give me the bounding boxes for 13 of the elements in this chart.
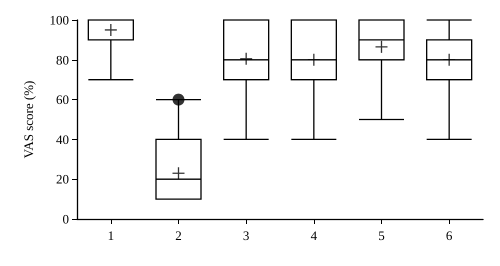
x-tick-label: 5 — [378, 228, 385, 243]
x-tick-label: 2 — [175, 228, 182, 243]
x-tick-label: 6 — [446, 228, 453, 243]
x-tick-label: 4 — [310, 228, 318, 243]
y-axis-title: VAS score (%) — [21, 80, 36, 158]
y-tick-label: 0 — [62, 212, 69, 226]
x-tick-label: 3 — [242, 228, 250, 243]
y-tick-label: 20 — [56, 172, 69, 187]
y-tick-label: 100 — [50, 12, 69, 28]
y-tick-label: 60 — [56, 92, 69, 108]
y-tick-label: 40 — [56, 132, 69, 147]
x-tick-label: 1 — [108, 228, 114, 243]
y-tick-label: 80 — [56, 52, 69, 68]
